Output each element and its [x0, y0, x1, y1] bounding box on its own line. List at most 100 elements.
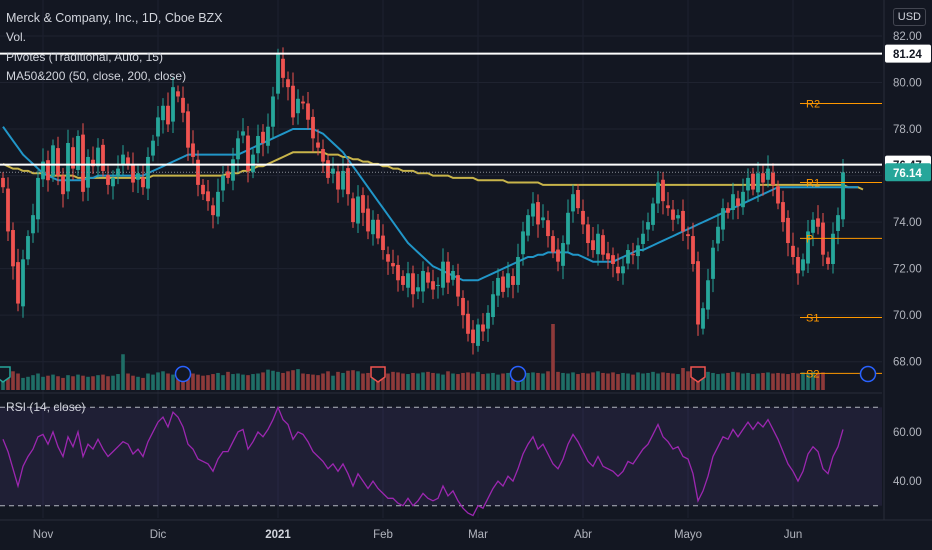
volume-bar [771, 373, 775, 390]
earnings-badge-icon [370, 366, 386, 383]
candle-body [656, 182, 660, 204]
candle-body [376, 219, 380, 239]
candle-body [651, 203, 655, 225]
candle-body [706, 280, 710, 310]
volume-bar [526, 372, 530, 390]
candle-body [836, 215, 840, 231]
price-axis[interactable]: 68.0070.0072.0074.0076.0078.0080.0082.00… [883, 0, 932, 550]
volume-bar [221, 375, 225, 390]
candle-body [6, 188, 10, 232]
candle-body [501, 276, 505, 292]
candle-body [41, 161, 45, 180]
candle-body [761, 173, 765, 183]
volume-bar [726, 372, 730, 390]
volume-bar [701, 372, 705, 390]
volume-bar [141, 377, 145, 390]
candle-body [711, 247, 715, 279]
candle-body [571, 194, 575, 212]
candle-body [616, 266, 620, 274]
volume-bar [181, 375, 185, 390]
symbol-title[interactable]: Merck & Company, Inc., 1D, Cboe BZX [6, 11, 223, 25]
candle-body [276, 54, 280, 94]
candle-body [561, 243, 565, 266]
volume-bar [306, 374, 310, 390]
candle-body [511, 276, 515, 285]
volume-bar [246, 375, 250, 390]
time-tick-label: 2021 [265, 529, 291, 541]
volume-bar [101, 374, 105, 390]
volume-bar [756, 373, 760, 390]
candle-body [611, 255, 615, 264]
volume-bar [466, 372, 470, 390]
candle-body [831, 233, 835, 264]
volume-bar [796, 373, 800, 390]
volume-bar [21, 377, 25, 390]
volume-bar [371, 374, 375, 390]
volume-bar [451, 373, 455, 390]
candle-body [681, 210, 685, 232]
volume-bar [276, 371, 280, 390]
ma-legend[interactable]: MA50&200 (50, close, 200, close) [6, 69, 187, 83]
volume-bar [211, 374, 215, 390]
volume-bar [546, 371, 550, 390]
volume-legend[interactable]: Vol. [6, 30, 27, 44]
volume-bar [506, 372, 510, 390]
candle-body [286, 79, 290, 88]
candle-body [151, 140, 155, 156]
candle-body [141, 177, 145, 188]
candle-body [786, 217, 790, 244]
candle-body [231, 159, 235, 181]
pivots-legend[interactable]: Pivotes (Traditional, Auto, 15) [6, 50, 163, 64]
pivot-levels: R2 R1 P S1 S2 [800, 98, 882, 380]
candle-body [686, 234, 690, 237]
candle-body [191, 143, 195, 157]
volume-bar [681, 368, 685, 390]
volume-bar [296, 369, 300, 390]
candle-body [166, 105, 170, 125]
rsi-legend[interactable]: RSI (14, close) [6, 400, 86, 414]
volume-bar [391, 371, 395, 390]
candle-body [366, 208, 370, 232]
volume-bar [111, 375, 115, 390]
volume-bar [486, 373, 490, 390]
candle-body [51, 145, 55, 177]
time-tick-label: Abr [574, 529, 592, 541]
volume-bar [116, 374, 120, 390]
candle-body [506, 273, 510, 288]
volume-bar [126, 373, 130, 390]
candle-body [171, 87, 175, 122]
volume-bar [786, 374, 790, 390]
candle-body [431, 281, 435, 290]
volume-bar [386, 373, 390, 390]
candle-body [401, 276, 405, 285]
volume-bar [751, 374, 755, 390]
volume-bar [651, 371, 655, 390]
candle-body [461, 297, 465, 316]
volume-bar [61, 377, 65, 390]
candle-body [386, 254, 390, 262]
volume-bar [51, 374, 55, 390]
price-tick-label: 82.00 [893, 31, 922, 43]
candle-body [106, 175, 110, 185]
candle-body [226, 171, 230, 178]
volume-bar [761, 372, 765, 390]
time-axis[interactable]: Nov Dic 2021 Feb Mar Abr Mayo Jun [0, 519, 932, 550]
candle-body [421, 270, 425, 292]
price-label-text: 81.24 [893, 49, 922, 61]
candle-body [691, 236, 695, 264]
currency-label[interactable]: USD [892, 8, 926, 26]
candle-body [481, 324, 485, 332]
candle-body [346, 168, 350, 195]
volume-bar [581, 372, 585, 390]
volume-bar [596, 371, 600, 390]
candle-body [441, 261, 445, 288]
candle-body [796, 257, 800, 274]
event-badge [859, 365, 877, 383]
volume-bar [166, 373, 170, 390]
candle-body [261, 131, 265, 143]
candles [1, 47, 845, 355]
candle-body [436, 284, 440, 286]
candle-body [486, 312, 490, 329]
price-tick-label: 72.00 [893, 264, 922, 276]
